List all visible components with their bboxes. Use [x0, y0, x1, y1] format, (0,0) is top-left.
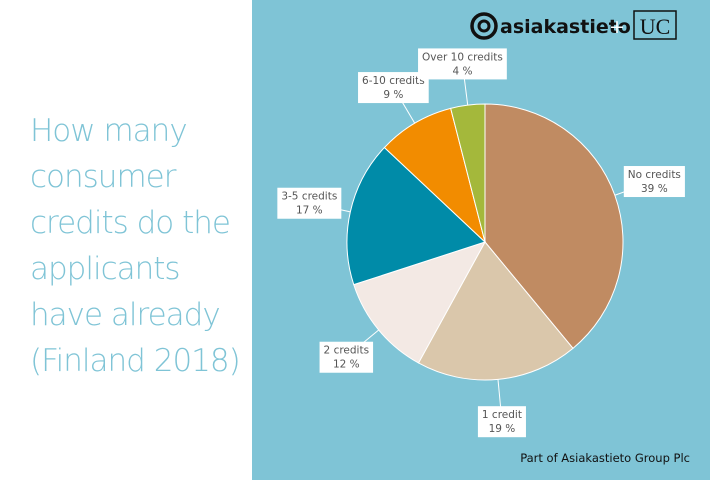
value-label: 4 % [452, 65, 472, 77]
left-panel: How many consumer credits do the applica… [0, 0, 252, 480]
logo: asiakastieto + UC [470, 10, 677, 40]
value-label: 19 % [489, 423, 516, 435]
pie-slice [450, 103, 486, 243]
category-label: 1 credit [482, 409, 522, 421]
data-label: Over 10 credits 4 % [418, 48, 507, 80]
logo-plus: + [609, 16, 625, 38]
data-label: 1 credit 19 % [477, 406, 526, 438]
data-label: No credits 39 % [623, 166, 685, 198]
data-label: 3-5 credits 17 % [277, 187, 342, 219]
logo-icon [470, 12, 498, 40]
logo-icon [477, 19, 491, 33]
value-label: 9 % [383, 89, 403, 101]
value-label: 39 % [641, 183, 668, 195]
value-label: 17 % [296, 205, 323, 217]
category-label: No credits [628, 169, 681, 181]
footer: Part of Asiakastieto Group Plc [520, 451, 690, 465]
pie-slice [417, 241, 574, 381]
label-box [477, 406, 526, 438]
label-box [623, 166, 685, 198]
label-box [418, 48, 507, 80]
category-label: 3-5 credits [281, 191, 337, 203]
partner-text: UC [640, 14, 671, 39]
label-box [319, 341, 374, 373]
category-label: 6-10 credits [362, 75, 425, 87]
pie-slice [346, 146, 486, 286]
value-label: 12 % [333, 359, 360, 371]
pie-slice [353, 241, 487, 364]
category-label: 2 credits [324, 345, 370, 357]
pie-slice [484, 103, 624, 350]
logo-text: asiakastieto [500, 16, 631, 38]
data-label: 2 credits 12 % [319, 341, 374, 373]
label-box [277, 187, 342, 219]
partner-box [633, 10, 677, 40]
chart-title: How many consumer credits do the applica… [30, 113, 241, 379]
label-box [358, 72, 429, 104]
category-label: Over 10 credits [422, 51, 503, 63]
data-label: 6-10 credits 9 % [358, 72, 429, 104]
